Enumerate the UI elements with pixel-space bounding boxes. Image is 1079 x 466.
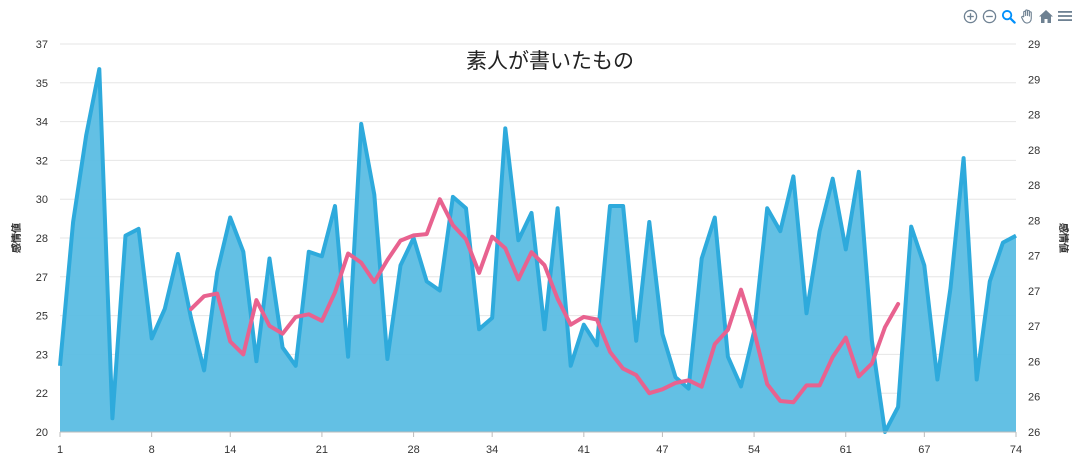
x-tick-label: 61	[840, 444, 852, 456]
menu-button[interactable]	[1057, 7, 1073, 25]
y-axis-right-label: 感情値	[1057, 223, 1070, 253]
y-right-tick-label: 28	[1028, 180, 1040, 192]
zoom-in-button[interactable]	[962, 7, 978, 25]
area-line	[58, 67, 1017, 434]
y-axis-left-label: 感情値	[10, 223, 23, 253]
x-tick-label: 34	[486, 444, 498, 456]
y-left-tick-label: 35	[36, 78, 48, 90]
y-axis-right-ticks: 26 26 26 27 27 27 28 28 28 28 29 29	[1028, 39, 1040, 439]
y-axis-left-ticks: 20 22 23 25 27 28 30 32 34 35 37	[36, 39, 48, 439]
y-left-tick-label: 22	[36, 388, 48, 400]
y-right-tick-label: 29	[1028, 74, 1040, 86]
x-tick-label: 54	[748, 444, 760, 456]
reset-zoom-button[interactable]	[1038, 7, 1054, 25]
y-right-tick-label: 27	[1028, 321, 1040, 333]
y-left-tick-label: 20	[36, 427, 48, 439]
x-tick-label: 8	[149, 444, 155, 456]
pan-button[interactable]	[1019, 7, 1035, 25]
y-right-tick-label: 26	[1028, 356, 1040, 368]
y-right-tick-label: 28	[1028, 145, 1040, 157]
x-tick-label: 14	[224, 444, 236, 456]
y-right-tick-label: 27	[1028, 251, 1040, 263]
y-right-tick-label: 28	[1028, 110, 1040, 122]
chart-title: 素人が書いたもの	[466, 49, 634, 73]
line-series	[189, 197, 901, 405]
y-left-tick-label: 37	[36, 39, 48, 51]
x-axis-ticks: 1 8 14 21 28 34 41 47 54 61 67 74	[57, 431, 1022, 456]
y-left-tick-label: 34	[36, 117, 48, 129]
y-right-tick-label: 26	[1028, 392, 1040, 404]
x-tick-label: 47	[656, 444, 668, 456]
zoom-out-button[interactable]	[981, 7, 997, 25]
y-left-tick-label: 23	[36, 349, 48, 361]
y-right-tick-label: 27	[1028, 286, 1040, 298]
area-fill	[60, 69, 1016, 432]
menu-icon	[1058, 11, 1072, 21]
zoom-out-icon	[982, 9, 996, 23]
zoom-in-icon	[963, 9, 977, 23]
y-left-tick-label: 30	[36, 194, 48, 206]
y-right-tick-label: 26	[1028, 427, 1040, 439]
x-tick-label: 67	[918, 444, 930, 456]
x-tick-label: 21	[316, 444, 328, 456]
y-left-tick-label: 32	[36, 155, 48, 167]
x-tick-label: 28	[407, 444, 419, 456]
y-left-tick-label: 27	[36, 272, 48, 284]
x-tick-label: 41	[578, 444, 590, 456]
area-series	[58, 67, 1017, 434]
selection-zoom-icon	[1001, 9, 1016, 24]
selection-zoom-button[interactable]	[1000, 7, 1016, 25]
y-right-tick-label: 28	[1028, 215, 1040, 227]
home-icon	[1039, 9, 1053, 23]
sentiment-line	[189, 197, 901, 405]
x-tick-label: 74	[1010, 444, 1022, 456]
chart-toolbar	[962, 7, 1073, 25]
pan-icon	[1020, 9, 1032, 24]
y-right-tick-label: 29	[1028, 39, 1040, 51]
y-left-tick-label: 25	[36, 311, 48, 323]
x-tick-label: 1	[57, 444, 63, 456]
y-left-tick-label: 28	[36, 233, 48, 245]
